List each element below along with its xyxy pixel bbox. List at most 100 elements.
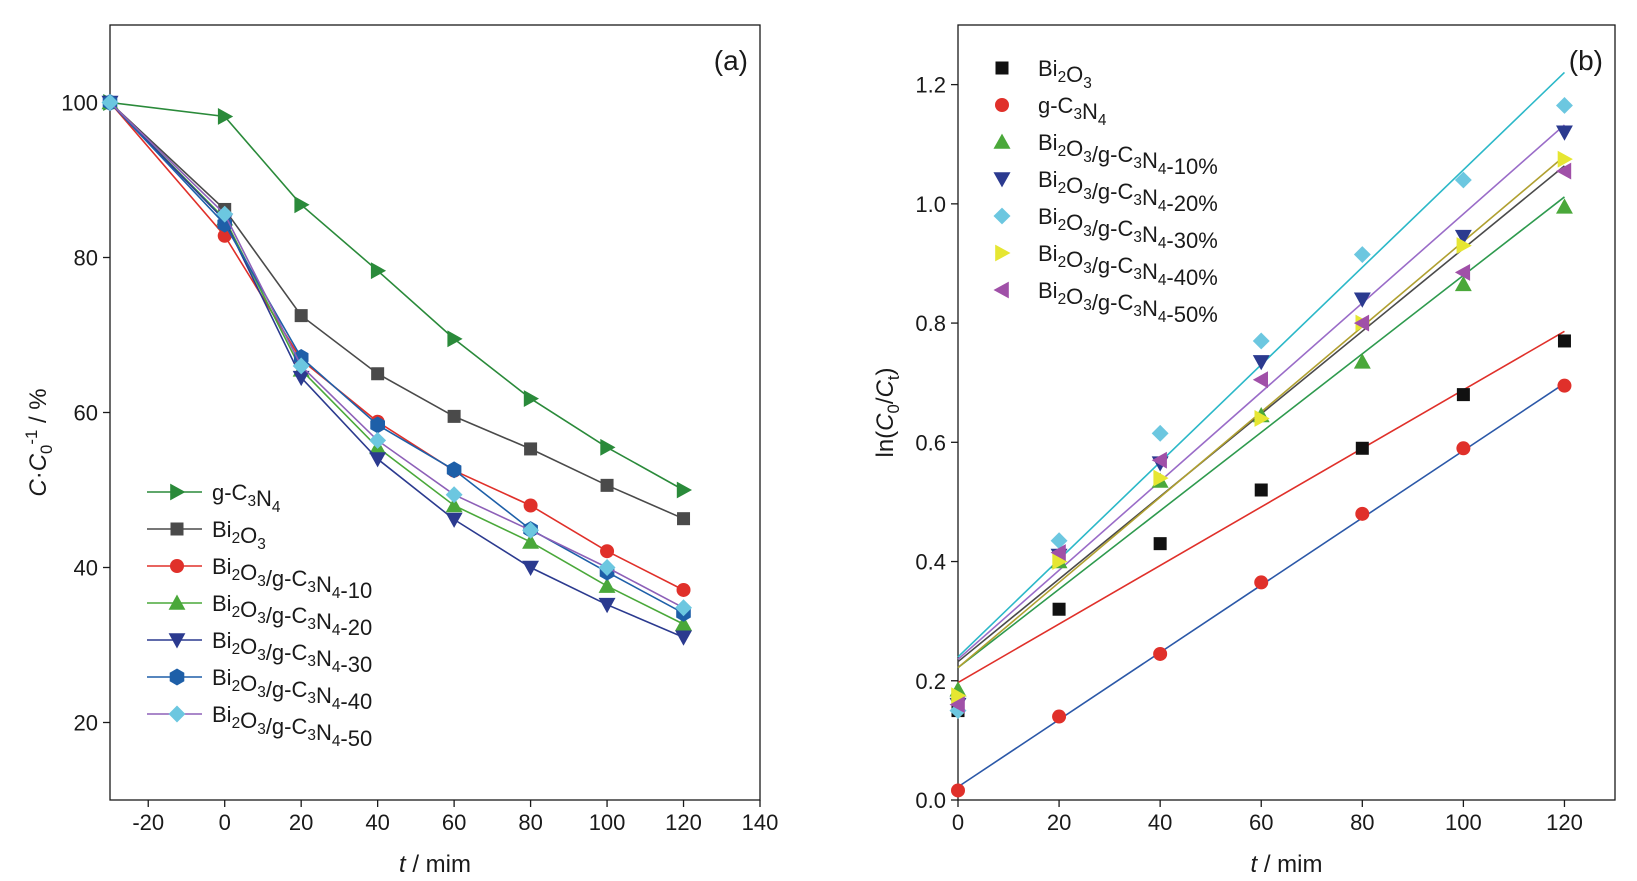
y-tick-label-b: 0.6	[915, 430, 946, 455]
legend-label-b-part: Bi	[1038, 130, 1058, 155]
legend-label-a-part: 3	[257, 610, 266, 627]
x-axis-label-a: t / mim	[399, 851, 471, 878]
legend-label-b-part: 3	[1133, 303, 1142, 320]
data-point-a	[600, 478, 614, 492]
data-point-a	[369, 432, 387, 449]
data-point-b	[1454, 171, 1472, 189]
data-point-a	[522, 533, 539, 549]
x-tick-label-a: 140	[742, 810, 779, 835]
legend-b: Bi2O3g-C3N4Bi2O3/g-C3N4-10%Bi2O3/g-C3N4-…	[993, 56, 1218, 327]
data-point-b	[1050, 532, 1068, 550]
legend-marker-b	[993, 133, 1011, 149]
legend-label-a-part: O	[240, 708, 257, 733]
series-a-0	[103, 94, 692, 499]
data-point-b	[1151, 451, 1167, 469]
legend-marker-a	[169, 668, 185, 686]
legend-label-b-part: O	[1066, 62, 1083, 87]
data-point-b	[1052, 709, 1067, 724]
legend-label-a-part: -50	[340, 726, 372, 751]
data-point-a	[675, 630, 692, 646]
legend-marker-a	[168, 594, 186, 610]
data-point-b	[1252, 332, 1270, 350]
legend-label-b-part: 3	[1073, 106, 1082, 123]
legend-label-a-part: 3	[257, 684, 266, 701]
legend-marker-b	[995, 244, 1011, 262]
legend-label-a-part: 2	[232, 530, 241, 547]
legend-label-b-part: /g-C	[1092, 142, 1134, 167]
y-axis-label-a-part: ·	[25, 471, 52, 479]
legend-label-b-part: N	[1142, 148, 1158, 173]
legend-label-a: Bi2O3	[212, 517, 266, 553]
legend-label-a-part: N	[316, 609, 332, 634]
series-a-1	[103, 96, 691, 526]
data-point-a	[675, 615, 692, 631]
legend-label-a-part: 3	[257, 573, 266, 590]
legend-label-a-part: /g-C	[266, 714, 308, 739]
series-b-4	[949, 97, 1573, 719]
legend-label-b-part: O	[1066, 173, 1083, 198]
y-axis-label-b-part: C	[872, 379, 899, 397]
legend-label-b: Bi2O3/g-C3N4-50%	[1038, 278, 1218, 327]
x-tick-label-a: 20	[289, 810, 313, 835]
data-point-b	[1456, 237, 1472, 254]
legend-label-b-part: 4	[1158, 272, 1167, 289]
legend-label-a: Bi2O3/g-C3N4-10	[212, 554, 372, 603]
fit-line-b-2	[957, 196, 1565, 669]
data-point-a	[216, 205, 234, 223]
legend-label-b-part: 2	[1058, 291, 1067, 308]
data-point-a	[292, 357, 310, 375]
data-point-b	[1456, 388, 1470, 402]
legend-label-a-part: 4	[332, 585, 341, 602]
legend-label-b-part: O	[1066, 210, 1083, 235]
legend-label-b-part: N	[1142, 296, 1158, 321]
legend-label-b-part: 3	[1083, 297, 1092, 314]
series-line-a	[109, 101, 684, 491]
data-point-b	[1454, 275, 1472, 292]
y-axis-label-a-part: 0	[37, 445, 56, 454]
data-point-a	[523, 498, 538, 513]
data-point-a	[445, 486, 463, 504]
legend-label-b-part: Bi	[1038, 204, 1058, 229]
data-point-a	[675, 599, 692, 617]
legend-label-b-part: -40%	[1166, 265, 1217, 290]
data-point-a	[522, 560, 539, 576]
legend-label-a: g-C3N4	[212, 480, 281, 516]
legend-label-a-part: /g-C	[266, 603, 308, 628]
legend-label-b-part: 3	[1083, 186, 1092, 203]
legend-label-b-part: g-C	[1038, 93, 1074, 118]
y-axis-label-a-part: / %	[25, 388, 52, 429]
y-tick-label-a: 60	[74, 401, 98, 426]
y-axis-label-b-part: ln(	[872, 431, 899, 458]
y-tick-label-b: 0.2	[915, 669, 946, 694]
data-point-b	[1353, 246, 1371, 263]
legend-label-b-part: 3	[1133, 266, 1142, 283]
data-point-b	[949, 702, 967, 719]
legend-label-b-part: N	[1142, 185, 1158, 210]
legend-label-b-part: N	[1142, 222, 1158, 247]
legend-label-b-part: 3	[1133, 229, 1142, 246]
legend-marker-a	[168, 705, 186, 723]
legend-label-a-part: N	[316, 683, 332, 708]
data-point-a	[446, 461, 462, 479]
legend-label-b-part: 4	[1158, 309, 1167, 326]
y-axis-label-b-part: t	[884, 375, 903, 380]
data-point-b	[1557, 150, 1573, 168]
legend-label-b: g-C3N4	[1038, 93, 1107, 129]
legend-label-b-part: 3	[1083, 223, 1092, 240]
series-b-2	[949, 198, 1573, 697]
legend-label-a-part: O	[240, 634, 257, 659]
legend-label-a-part: 3	[307, 616, 316, 633]
legend-label-a-part: O	[240, 597, 257, 622]
legend-label-b-part: O	[1066, 284, 1083, 309]
series-line-a	[109, 101, 684, 614]
legend-label-b: Bi2O3/g-C3N4-10%	[1038, 130, 1218, 179]
legend-label-b-part: 4	[1158, 161, 1167, 178]
legend-label-a-part: -40	[340, 689, 372, 714]
series-b-5	[951, 150, 1573, 705]
legend-label-b-part: 2	[1058, 180, 1067, 197]
y-tick-label-b: 1.0	[915, 192, 946, 217]
y-tick-label-a: 40	[74, 556, 98, 581]
legend-label-a-part: Bi	[212, 702, 232, 727]
data-point-b	[1353, 314, 1370, 332]
